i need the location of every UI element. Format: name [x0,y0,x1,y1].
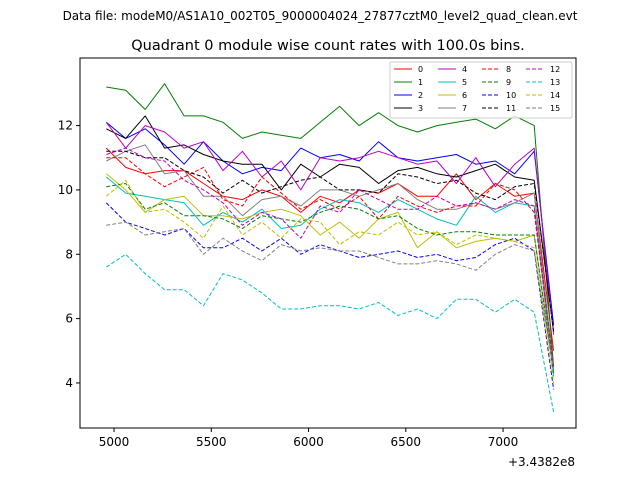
y-tick-label: 8 [65,247,73,261]
y-tick-label: 12 [58,119,73,133]
legend-label-3: 3 [418,104,423,113]
x-tick-label: 7000 [488,435,519,449]
legend-label-9: 9 [506,78,511,87]
legend-label-5: 5 [462,78,467,87]
series-line-9 [106,183,555,374]
legend-label-7: 7 [462,104,467,113]
series-line-4 [105,121,555,335]
series-line-5 [105,176,555,377]
series-line-13 [106,253,555,412]
x-tick-label: 6000 [293,435,324,449]
legend-label-13: 13 [550,78,560,87]
x-axis-offset-label: +3.4382e8 [508,455,575,469]
series-line-14 [105,179,555,384]
legend-label-15: 15 [550,104,560,113]
series-line-0 [105,147,555,351]
chart-title: Quadrant 0 module wise count rates with … [131,38,525,54]
x-tick-label: 5500 [196,435,227,449]
x-axis: 5000 5500 6000 6500 7000 [99,428,519,449]
y-tick-label: 4 [65,376,73,390]
legend-label-2: 2 [418,91,423,100]
legend-box [389,61,573,119]
series-line-6 [105,173,555,371]
series-line-8 [106,157,555,367]
y-axis: 4 6 8 10 12 [58,119,80,390]
series-line-7 [106,144,555,371]
legend-label-1: 1 [418,78,423,87]
x-tick-label: 5000 [99,435,130,449]
series-line-11 [106,150,555,332]
legend-label-0: 0 [418,65,423,74]
series-line-1 [106,83,555,367]
legend-label-8: 8 [506,65,511,74]
series-line-2 [105,121,555,326]
axes-background [80,58,576,428]
y-tick-label: 6 [65,312,73,326]
series-line-10 [105,202,555,390]
legend-label-4: 4 [462,65,467,74]
series-line-15 [106,221,555,371]
data-file-label: Data file: modeM0/AS1A10_002T05_90000040… [63,9,578,23]
legend-label-6: 6 [462,91,467,100]
y-tick-label: 10 [58,183,73,197]
legend-label-10: 10 [506,91,516,100]
legend-label-12: 12 [550,65,560,74]
legend-label-11: 11 [506,104,516,113]
x-tick-label: 6500 [391,435,422,449]
axes-frame [79,57,577,429]
legend-label-14: 14 [550,91,560,100]
series-line-12 [106,147,555,367]
series-layer [105,83,555,412]
